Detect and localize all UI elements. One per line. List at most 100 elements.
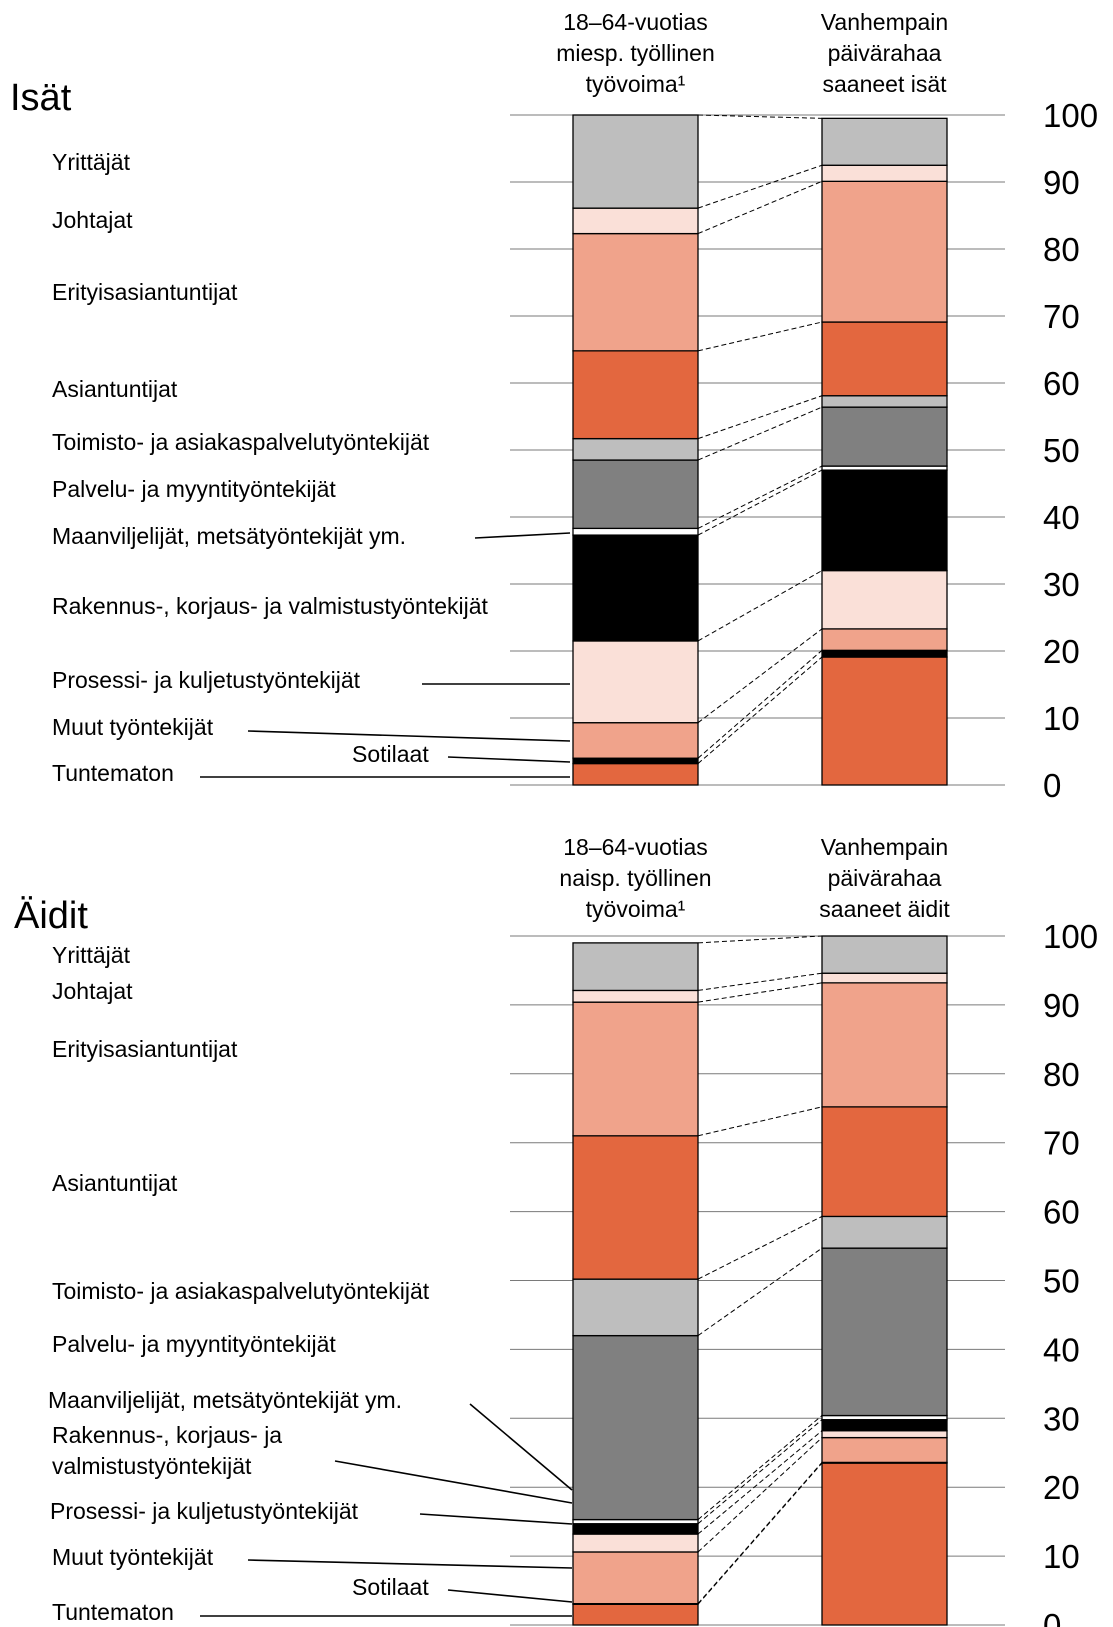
connector-line <box>697 164 823 209</box>
category-label: työvoima¹ <box>586 71 686 97</box>
category-label: työvoima¹ <box>586 896 686 922</box>
connector-line <box>697 1215 823 1280</box>
y-tick-label: 40 <box>1043 499 1080 536</box>
category-label: päivärahaa <box>828 865 942 891</box>
y-tick-label: 90 <box>1043 164 1080 201</box>
leader-line <box>334 1460 573 1504</box>
bar-segment <box>572 942 699 992</box>
category-legend-label: Tuntematon <box>52 760 174 786</box>
bar-segment <box>572 534 699 642</box>
bar-segment <box>572 459 699 530</box>
category-legend-label: Maanviljelijät, metsätyöntekijät ym. <box>52 523 406 549</box>
category-legend-label: Toimisto- ja asiakaspalvelutyöntekijät <box>52 1278 430 1304</box>
y-tick-label: 20 <box>1043 1469 1080 1506</box>
y-tick-label: 0 <box>1043 1607 1061 1627</box>
connector-line <box>697 406 823 461</box>
y-tick-label: 50 <box>1043 432 1080 469</box>
y-tick-label: 90 <box>1043 987 1080 1024</box>
category-legend-label: Johtajat <box>52 978 133 1004</box>
bar-segment <box>821 321 948 397</box>
category-legend-label: Muut työntekijät <box>52 714 214 740</box>
category-label: saaneet isät <box>822 71 947 97</box>
category-legend-label: Sotilaat <box>352 741 429 767</box>
y-tick-label: 0 <box>1043 767 1061 804</box>
category-label: naisp. työllinen <box>559 865 711 891</box>
bar-segment <box>821 628 948 651</box>
bar-segment <box>572 527 699 536</box>
bar-segment <box>821 1419 948 1432</box>
bar-segment <box>572 232 699 352</box>
y-tick-label: 10 <box>1043 700 1080 737</box>
category-legend-label: Asiantuntijat <box>52 1170 178 1196</box>
connector-line <box>697 935 823 944</box>
connector-line <box>697 465 823 529</box>
category-legend-label: Erityisasiantuntijat <box>52 279 238 305</box>
y-tick-label: 60 <box>1043 1194 1080 1231</box>
bar-segment <box>572 114 699 209</box>
category-label: Vanhempain <box>821 9 948 35</box>
bar-segment <box>821 1247 948 1417</box>
leader-line <box>447 1589 573 1603</box>
category-label: saaneet äidit <box>819 896 950 922</box>
y-tick-label: 70 <box>1043 1125 1080 1162</box>
category-legend-label: Johtajat <box>52 207 133 233</box>
category-legend-label: Prosessi- ja kuljetustyöntekijät <box>50 1498 359 1524</box>
bar-segment <box>572 1135 699 1280</box>
bar-segment <box>821 982 948 1108</box>
bar-segment <box>821 1215 948 1249</box>
connector-line <box>697 1419 823 1525</box>
bar-segment <box>572 722 699 759</box>
bar-segment <box>572 350 699 440</box>
bar-segment <box>572 989 699 1003</box>
category-legend-label: Yrittäjät <box>52 942 131 968</box>
y-tick-label: 100 <box>1043 918 1098 955</box>
y-tick-label: 30 <box>1043 1400 1080 1437</box>
category-label: Vanhempain <box>821 834 948 860</box>
connector-line <box>697 972 823 991</box>
y-tick-label: 100 <box>1043 97 1098 134</box>
bar-segment <box>821 972 948 984</box>
connector-line <box>697 1247 823 1337</box>
connector-line <box>697 656 823 764</box>
y-tick-label: 10 <box>1043 1538 1080 1575</box>
bar-segment <box>821 395 948 408</box>
category-legend-label: Rakennus-, korjaus- ja valmistustyönteki… <box>52 593 489 619</box>
leader-line <box>447 756 571 763</box>
connector-line <box>697 469 823 536</box>
bar-segment <box>821 1436 948 1464</box>
connector-line <box>697 1462 823 1604</box>
bar-segment <box>821 406 948 467</box>
y-tick-label: 50 <box>1043 1263 1080 1300</box>
category-legend-label: Muut työntekijät <box>52 1544 214 1570</box>
category-label: 18–64-vuotias <box>563 9 708 35</box>
bar-segment <box>572 1551 699 1605</box>
bar-segment <box>821 117 948 166</box>
bar-segment <box>572 1603 699 1626</box>
panel-title: Isät <box>10 77 72 119</box>
y-tick-label: 20 <box>1043 633 1080 670</box>
bar-segment <box>572 640 699 724</box>
bar-segment <box>821 469 948 572</box>
category-legend-label: Toimisto- ja asiakaspalvelutyöntekijät <box>52 429 430 455</box>
bar-segment <box>572 1278 699 1337</box>
category-legend-label: Prosessi- ja kuljetustyöntekijät <box>52 667 361 693</box>
category-label: miesp. työllinen <box>556 40 715 66</box>
bar-segment <box>572 437 699 461</box>
connector-line <box>697 1415 823 1520</box>
leader-line <box>247 1559 573 1569</box>
bar-segment <box>821 1462 948 1626</box>
connector-line <box>697 649 823 759</box>
bar-segment <box>821 649 948 658</box>
bar-segment <box>821 935 948 974</box>
category-legend-label: Palvelu- ja myyntityöntekijät <box>52 1331 336 1357</box>
bar-segment <box>572 1533 699 1553</box>
y-tick-label: 30 <box>1043 566 1080 603</box>
category-legend-label: Asiantuntijat <box>52 376 178 402</box>
bar-segment <box>572 762 699 786</box>
y-tick-label: 60 <box>1043 365 1080 402</box>
connector-line <box>697 570 823 642</box>
category-legend-label: Maanviljelijät, metsätyöntekijät ym. <box>48 1387 402 1413</box>
leader-line <box>469 1403 573 1491</box>
connector-line <box>697 1106 823 1137</box>
